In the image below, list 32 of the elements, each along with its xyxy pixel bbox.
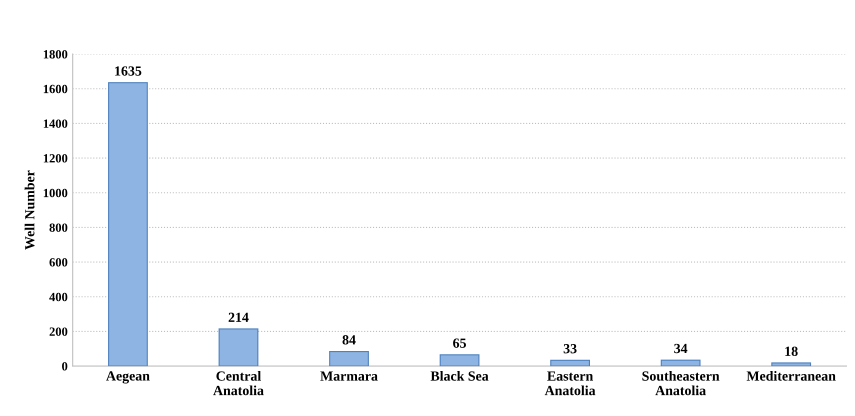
data-label: 33: [564, 344, 577, 354]
y-tick-label: 1200: [44, 154, 68, 163]
bar: [660, 360, 701, 366]
data-label: 1635: [115, 66, 142, 76]
x-tick-label: Mediterranean: [746, 370, 836, 381]
y-tick-label: 1600: [44, 84, 68, 94]
data-label: 214: [228, 312, 249, 322]
x-tick-label: Southeastern Anatolia: [642, 370, 720, 396]
y-tick-label: 400: [49, 292, 68, 302]
y-tick-label: 600: [49, 258, 68, 267]
bar: [218, 328, 258, 366]
y-tick-label: 0: [62, 362, 68, 371]
bar: [440, 354, 480, 366]
bar: [108, 82, 148, 366]
y-tick-label: 1800: [44, 50, 68, 59]
y-tick-label: 1400: [44, 119, 68, 128]
y-axis-title: Well Number: [24, 170, 35, 250]
y-tick-label: 200: [50, 327, 68, 336]
y-tick-label: 800: [49, 223, 68, 232]
bar: [771, 362, 812, 366]
x-tick-label: Central Anatolia: [213, 370, 264, 396]
x-tick-label: Marmara: [320, 371, 378, 381]
x-tick-label: Eastern Anatolia: [544, 371, 596, 396]
bar: [550, 360, 590, 366]
data-label: 65: [453, 338, 466, 348]
data-label: 18: [785, 346, 798, 356]
data-label: 84: [342, 335, 356, 345]
x-tick-label: Aegean: [106, 371, 150, 384]
data-label: 34: [674, 344, 688, 354]
y-tick-label: 1000: [44, 188, 68, 198]
x-tick-label: Black Sea: [430, 370, 488, 381]
bar: [329, 350, 369, 366]
